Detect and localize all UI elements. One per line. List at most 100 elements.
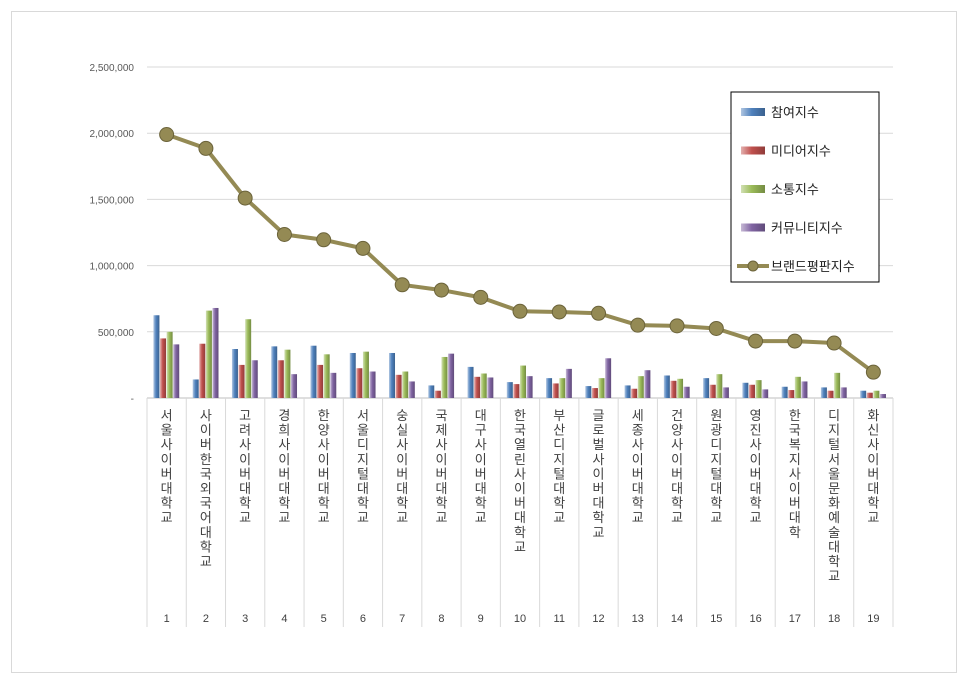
bar-소통지수 <box>873 390 880 398</box>
bar-미디어지수 <box>748 384 755 398</box>
bar-소통지수 <box>520 365 526 398</box>
legend-swatch <box>741 223 765 232</box>
bar-커뮤니티지수 <box>565 368 572 398</box>
bar-커뮤니티지수 <box>840 387 847 398</box>
bar-소통지수 <box>205 310 212 398</box>
bar-소통지수 <box>755 380 762 398</box>
bar-참여지수 <box>663 375 670 398</box>
bar-커뮤니티지수 <box>644 370 651 398</box>
rank-label: 9 <box>478 613 484 625</box>
bar-미디어지수 <box>866 392 873 398</box>
rank-label: 7 <box>399 613 405 625</box>
bar-미디어지수 <box>277 360 284 398</box>
rank-label: 5 <box>321 613 327 625</box>
bar-참여지수 <box>506 382 513 398</box>
bar-소통지수 <box>362 351 369 398</box>
rank-label: 18 <box>828 613 840 625</box>
bar-커뮤니티지수 <box>683 386 690 398</box>
point-브랜드평판지수 <box>198 140 214 156</box>
bar-참여지수 <box>467 366 474 398</box>
bar-참여지수 <box>153 315 160 398</box>
point-브랜드평판지수 <box>591 305 607 321</box>
bar-참여지수 <box>428 385 435 398</box>
legend-swatch-marker <box>747 260 759 272</box>
legend-label: 미디어지수 <box>771 145 831 160</box>
bar-소통지수 <box>402 371 409 398</box>
bar-미디어지수 <box>199 343 206 398</box>
point-브랜드평판지수 <box>787 333 803 349</box>
legend-label: 소통지수 <box>771 183 819 198</box>
rank-label: 6 <box>360 613 366 625</box>
bar-소통지수 <box>441 356 448 398</box>
y-tick-label: 1,000,000 <box>90 262 135 273</box>
bar-소통지수 <box>559 378 566 398</box>
legend-swatch <box>741 146 765 155</box>
bar-커뮤니티지수 <box>487 377 494 398</box>
bar-커뮤니티지수 <box>762 389 769 398</box>
bar-미디어지수 <box>395 374 402 398</box>
rank-label: 17 <box>789 613 801 625</box>
bar-미디어지수 <box>591 388 598 398</box>
legend-swatch <box>741 108 765 116</box>
point-브랜드평판지수 <box>316 232 332 248</box>
bar-참여지수 <box>389 352 396 398</box>
point-브랜드평판지수 <box>748 333 764 349</box>
bar-소통지수 <box>834 372 841 398</box>
rank-label: 1 <box>164 613 170 625</box>
bar-참여지수 <box>820 387 827 398</box>
y-tick-label: 2,500,000 <box>90 63 135 74</box>
legend-label: 참여지수 <box>771 106 819 121</box>
bar-커뮤니티지수 <box>212 307 219 398</box>
bar-참여지수 <box>585 386 592 398</box>
point-브랜드평판지수 <box>473 289 489 305</box>
bar-미디어지수 <box>513 384 520 398</box>
rank-label: 11 <box>554 613 565 625</box>
bar-미디어지수 <box>160 338 167 398</box>
point-브랜드평판지수 <box>276 226 292 242</box>
bar-소통지수 <box>677 378 684 398</box>
bar-미디어지수 <box>631 388 638 398</box>
rank-label: 4 <box>281 613 287 625</box>
bar-미디어지수 <box>356 368 363 398</box>
bar-커뮤니티지수 <box>408 381 415 398</box>
point-브랜드평판지수 <box>708 320 724 336</box>
point-브랜드평판지수 <box>237 190 253 206</box>
bar-참여지수 <box>310 345 317 398</box>
rank-label: 13 <box>632 613 644 625</box>
bar-참여지수 <box>624 385 631 398</box>
bar-참여지수 <box>271 346 278 398</box>
bar-소통지수 <box>794 376 801 398</box>
bar-참여지수 <box>703 378 710 398</box>
rank-label: 3 <box>242 613 248 625</box>
bar-참여지수 <box>860 390 867 398</box>
bar-미디어지수 <box>709 384 716 398</box>
bar-커뮤니티지수 <box>291 374 298 398</box>
bar-미디어지수 <box>474 376 481 398</box>
bar-참여지수 <box>349 352 356 398</box>
bar-소통지수 <box>716 374 723 398</box>
point-브랜드평판지수 <box>630 317 646 333</box>
bar-소통지수 <box>166 331 173 398</box>
rank-label: 8 <box>438 613 444 625</box>
bar-미디어지수 <box>238 364 245 398</box>
rank-label: 15 <box>710 613 722 625</box>
bar-소통지수 <box>284 349 291 398</box>
bar-참여지수 <box>742 382 749 398</box>
legend-label: 브랜드평판지수 <box>771 260 855 275</box>
bar-소통지수 <box>245 319 252 398</box>
legend-swatch <box>741 185 765 193</box>
bar-커뮤니티지수 <box>526 376 533 398</box>
